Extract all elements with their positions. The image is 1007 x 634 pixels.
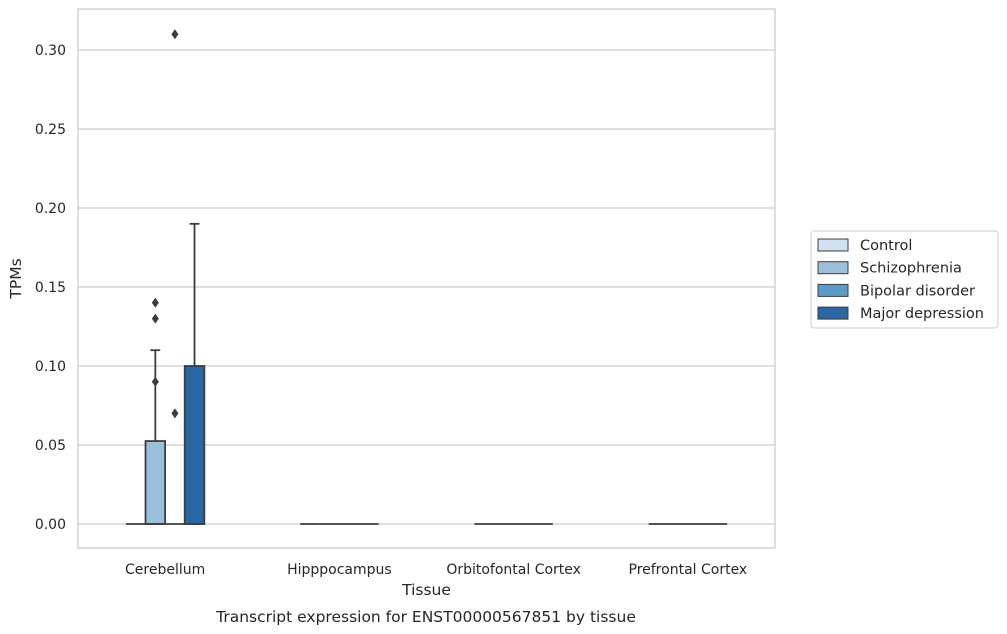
- legend-frame: [810, 230, 999, 329]
- legend-swatch: [817, 261, 849, 275]
- box-major-depression: [183, 222, 206, 525]
- outlier-point: [151, 297, 159, 308]
- legend-label: Major depression: [860, 306, 984, 322]
- chart-caption: Transcript expression for ENST0000056785…: [215, 608, 636, 626]
- box-bipolar-disorder: [165, 29, 185, 525]
- y-tick-labels: 0.00 0.05 0.10 0.15 0.20 0.25 0.30: [35, 43, 66, 533]
- legend-label: Control: [860, 238, 912, 254]
- legend-label: Bipolar disorder: [860, 283, 975, 299]
- outlier-point: [171, 408, 179, 419]
- legend-swatch: [817, 306, 849, 320]
- x-tick-labels: Cerebellum Hipppocampus Orbitofontal Corte…: [125, 562, 747, 578]
- box-schizophrenia: [144, 297, 167, 525]
- legend-swatch: [817, 283, 849, 297]
- y-tick-label: 0.00: [35, 517, 66, 533]
- outlier-point: [151, 313, 159, 324]
- y-tick-label: 0.25: [35, 122, 66, 138]
- plot-frame: [77, 8, 776, 549]
- y-tick-label: 0.20: [35, 201, 66, 217]
- y-tick-label: 0.15: [35, 280, 66, 296]
- plot-marks: [125, 29, 728, 525]
- y-tick-label: 0.10: [35, 359, 66, 375]
- x-tick-label: Cerebellum: [125, 562, 205, 578]
- outlier-point: [171, 29, 179, 40]
- legend: Control Schizophrenia Bipolar disorder Majo…: [810, 230, 999, 329]
- y-tick-label: 0.30: [35, 43, 66, 59]
- box-body: [183, 365, 206, 525]
- y-gridlines: [78, 49, 775, 525]
- y-tick-label: 0.05: [35, 438, 66, 454]
- x-tick-label: Orbitofontal Cortex: [446, 562, 581, 578]
- box-body: [144, 440, 167, 525]
- x-tick-label: Prefrontal Cortex: [629, 562, 748, 578]
- x-axis-label: Tissue: [401, 581, 451, 599]
- legend-swatch: [817, 238, 849, 252]
- outlier-point: [151, 376, 159, 387]
- x-tick-label: Hipppocampus: [287, 562, 392, 578]
- legend-label: Schizophrenia: [860, 261, 962, 277]
- y-axis-label: TPMs: [7, 258, 25, 299]
